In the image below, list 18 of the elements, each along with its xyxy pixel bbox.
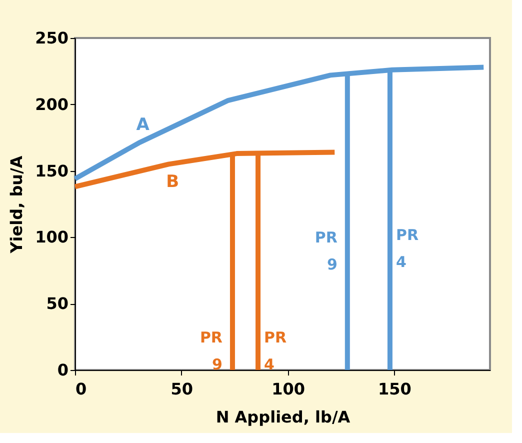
x-axis-title: N Applied, lb/A: [216, 408, 351, 426]
y-tick-label: 200: [35, 94, 68, 114]
x-tick-label: 0: [76, 380, 87, 398]
series-label: A: [136, 114, 150, 135]
y-tick-label: 50: [46, 294, 68, 314]
y-tick-label: 250: [35, 28, 68, 48]
y-tick-label: 150: [35, 161, 68, 180]
x-tick-label: 100: [272, 380, 306, 398]
y-axis-title: Yield, bu/A: [7, 155, 26, 254]
y-tick-label: 100: [35, 228, 68, 247]
annotation: PR 4: [264, 328, 288, 374]
y-tick-label: 0: [57, 360, 68, 380]
series-label: B: [166, 172, 180, 192]
annotation: PR 9: [314, 228, 338, 274]
annotation: PR 4: [396, 226, 419, 271]
x-tick-label: 50: [170, 380, 194, 398]
x-tick-label: 150: [378, 380, 412, 398]
annotation: PR 9: [200, 328, 223, 374]
